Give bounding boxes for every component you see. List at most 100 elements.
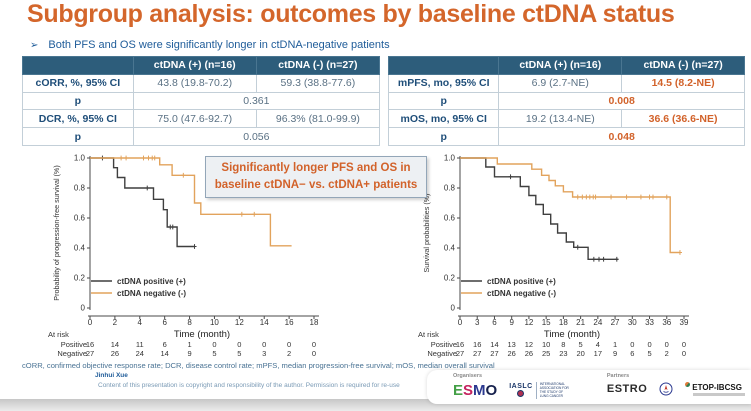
- os-kaplan-meier-plot: 0 0.2 0.4 0.6 0.8 1.0 Survival probabilities (…: [418, 154, 689, 358]
- curve-ctdna-negative: [460, 157, 682, 255]
- x-axis: 0 2 4 6 8 10 12 14 16 18 Time (month): [88, 315, 319, 340]
- table-cell: 14.5 (8.2-NE): [621, 73, 745, 93]
- partner-circle-logo: [659, 382, 673, 396]
- table-cell: 43.8 (19.8-70.2): [132, 73, 257, 93]
- iaslc-line: ASSOCIATION FOR: [539, 386, 569, 391]
- at-risk-count: 13: [508, 340, 516, 349]
- bullet-text: Both PFS and OS were significantly longe…: [48, 39, 390, 51]
- estro-logo: ESTRO: [606, 383, 648, 395]
- at-risk-count: 14: [111, 340, 119, 349]
- at-risk-count: 24: [136, 349, 144, 358]
- iaslc-line: INTERNATIONAL: [539, 382, 565, 386]
- at-risk-count: 14: [160, 349, 168, 358]
- at-risk-count: 25: [542, 349, 550, 358]
- etop-name: ETOP-IBCSG: [685, 381, 745, 392]
- at-risk-count: 0: [262, 340, 266, 349]
- km-step-curve: [460, 157, 680, 254]
- table-cell: 75.0 (47.6-92.7): [132, 109, 257, 129]
- y-axis-label: Probability of progression-free survival…: [52, 165, 61, 300]
- at-risk-count: 5: [647, 349, 651, 358]
- at-risk-count: 8: [561, 340, 565, 349]
- page-title: Subgroup analysis: outcomes by baseline …: [27, 0, 675, 28]
- table-cell: 59.3 (38.8-77.6): [255, 73, 381, 93]
- row-label: mPFS, mo, 95% CI: [387, 73, 500, 93]
- x-tick-label: 0: [88, 318, 93, 327]
- x-tick-label: 18: [310, 318, 319, 327]
- at-risk-count: 16: [86, 340, 94, 349]
- at-risk-count: 5: [579, 340, 583, 349]
- data-table: ctDNA (+) (n=16) ctDNA (-) (n=27) cORR, %,…: [22, 56, 381, 146]
- x-tick-label: 12: [235, 318, 244, 327]
- at-risk-count: 2: [665, 349, 669, 358]
- column-header: [22, 56, 134, 75]
- x-tick-label: 14: [260, 318, 269, 327]
- esmo-letter: E: [453, 381, 464, 399]
- at-risk-count: 20: [576, 349, 584, 358]
- x-tick-label: 6: [492, 318, 497, 327]
- x-tick-label: 4: [138, 318, 143, 327]
- km-step-curve: [90, 157, 195, 248]
- row-label: p: [387, 91, 500, 111]
- at-risk-count: 3: [262, 349, 266, 358]
- at-risk-row-label: Negative: [57, 349, 87, 358]
- at-risk-count: 26: [111, 349, 119, 358]
- x-tick-label: 8: [187, 318, 192, 327]
- at-risk-count: 9: [613, 349, 617, 358]
- legend-label: ctDNA negative (-): [487, 289, 556, 298]
- at-risk-count: 27: [456, 349, 464, 358]
- at-risk-header: At risk: [418, 330, 439, 339]
- partners-group: Partners ESTRO ETOP-IBCSG: [606, 373, 746, 396]
- y-tick-label: 0.6: [444, 214, 456, 223]
- row-label: cORR, %, 95% CI: [22, 73, 134, 93]
- x-tick-label: 27: [611, 318, 620, 327]
- y-axis: 0 0.2 0.4 0.6 0.8 1.0 Survival probabilities (…: [422, 154, 461, 313]
- table-cell: 19.2 (13.4-NE): [498, 109, 623, 129]
- column-header: ctDNA (-) (n=27): [621, 56, 745, 75]
- at-risk-count: 0: [682, 349, 686, 358]
- at-risk-count: 4: [596, 340, 600, 349]
- bullet-line: ➢ Both PFS and OS were significantly lon…: [30, 39, 390, 51]
- y-tick-label: 1.0: [74, 154, 86, 163]
- y-axis-label: Survival probabilities (%): [422, 193, 431, 272]
- p-value-cell: 0.056: [132, 127, 381, 146]
- iaslc-emblem-icon: [517, 390, 525, 398]
- legend-label: ctDNA negative (-): [117, 289, 186, 298]
- curve-ctdna-positive: [90, 155, 197, 249]
- x-tick-label: 3: [475, 318, 480, 327]
- km-step-curve: [460, 157, 618, 260]
- x-axis-label: Time (month): [544, 329, 600, 340]
- curve-ctdna-negative: [90, 155, 292, 247]
- at-risk-count: 1: [187, 340, 191, 349]
- y-tick-label: 1.0: [444, 154, 456, 163]
- at-risk-row-label: Negative: [427, 349, 457, 358]
- y-tick-label: 0.8: [444, 184, 456, 193]
- y-tick-label: 0.2: [74, 274, 86, 283]
- esmo-letter: S: [463, 381, 474, 399]
- data-table: ctDNA (+) (n=16) ctDNA (-) (n=27) mPFS, mo…: [387, 56, 745, 146]
- legend-label: ctDNA positive (+): [487, 277, 556, 286]
- column-header: ctDNA (-) (n=27): [255, 56, 381, 75]
- at-risk-count: 27: [490, 349, 498, 358]
- y-tick-label: 0.4: [444, 244, 456, 253]
- pfs-kaplan-meier-plot: 0 0.2 0.4 0.6 0.8 1.0 Probability of progressi…: [48, 154, 319, 358]
- table-cell: 96.3% (81.0-99.9): [255, 109, 381, 129]
- x-tick-label: 33: [645, 318, 654, 327]
- y-axis: 0 0.2 0.4 0.6 0.8 1.0 Probability of progressi…: [52, 154, 91, 313]
- at-risk-count: 17: [594, 349, 602, 358]
- y-tick-label: 0.4: [74, 244, 86, 253]
- at-risk-header: At risk: [48, 330, 69, 339]
- y-tick-label: 0.8: [74, 184, 86, 193]
- y-tick-label: 0.2: [444, 274, 456, 283]
- at-risk-count: 16: [473, 340, 481, 349]
- x-tick-label: 6: [162, 318, 167, 327]
- x-axis-label: Time (month): [174, 329, 230, 340]
- curve-ctdna-positive: [460, 157, 619, 262]
- esmo-letter: O: [485, 381, 498, 399]
- at-risk-count: 27: [473, 349, 481, 358]
- at-risk-count: 2: [287, 349, 291, 358]
- x-tick-label: 21: [576, 318, 585, 327]
- iaslc-logo: IASLC INTERNATIONAL ASSOCIATION FOR THE …: [509, 382, 569, 399]
- arrow-bullet-icon: ➢: [30, 39, 39, 51]
- column-header: [387, 56, 500, 75]
